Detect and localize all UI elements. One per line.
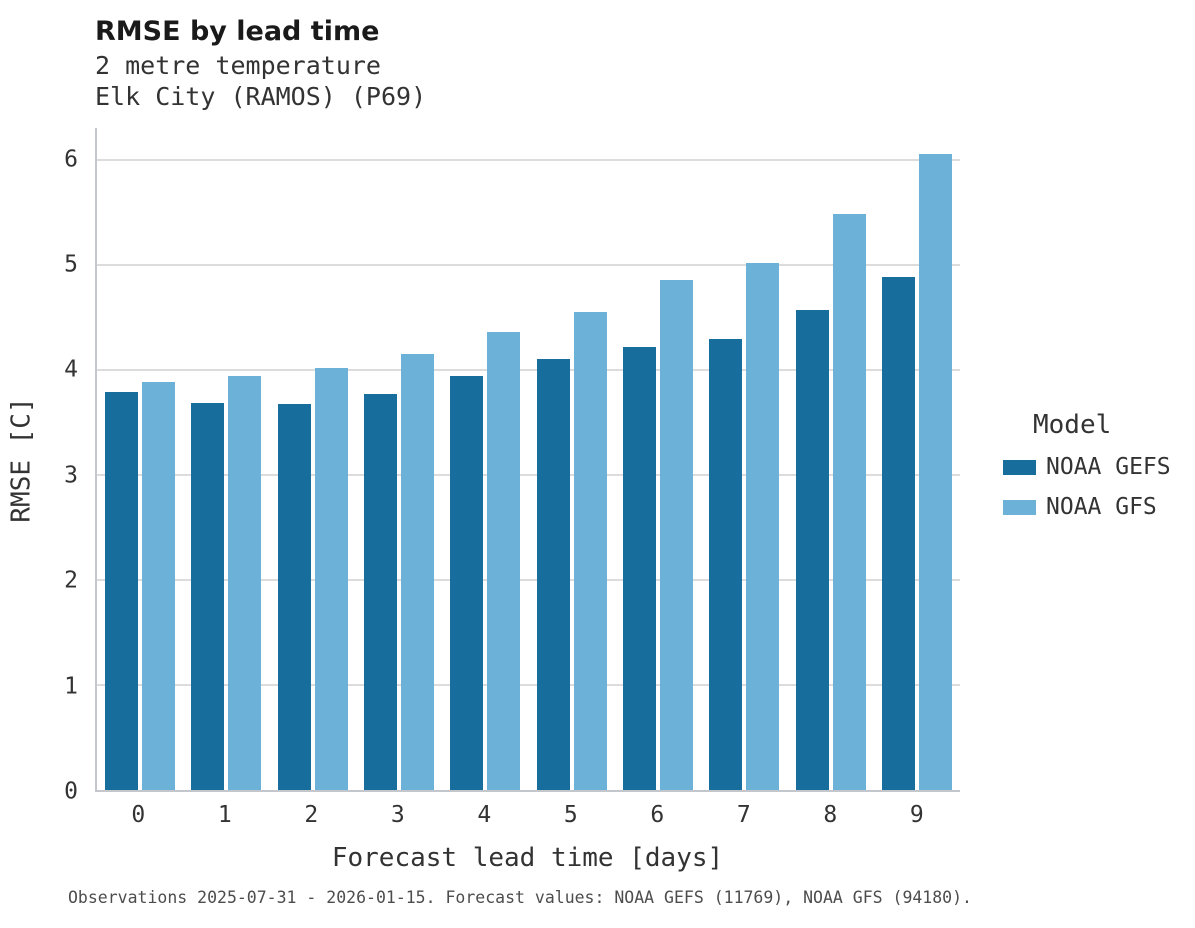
bar-noaa-gefs-lead-9 (881, 277, 915, 790)
legend: Model NOAA GEFS NOAA GFS (1003, 410, 1171, 534)
bar-noaa-gfs-lead-2 (314, 367, 348, 790)
x-tick-label-1: 1 (217, 802, 232, 828)
bar-noaa-gefs-lead-1 (191, 403, 225, 790)
plot-area (95, 128, 960, 792)
chart-subtitle-line1: 2 metre temperature (95, 51, 381, 80)
bar-noaa-gfs-lead-3 (401, 353, 435, 790)
bar-noaa-gefs-lead-0 (105, 391, 139, 790)
legend-swatch (1003, 459, 1036, 475)
bar-group-4 (442, 128, 528, 790)
legend-swatch (1003, 499, 1036, 515)
bar-groups (97, 128, 960, 790)
bar-group-0 (97, 128, 183, 790)
y-tick-label-6: 6 (64, 146, 78, 173)
x-tick-label-0: 0 (131, 802, 146, 828)
bar-noaa-gfs-lead-7 (746, 262, 780, 790)
bar-group-9 (874, 128, 960, 790)
chart-subtitle-line2: Elk City (RAMOS) (P69) (95, 82, 427, 111)
x-tick-label-5: 5 (563, 802, 578, 828)
bar-noaa-gefs-lead-6 (622, 346, 656, 790)
gridline-y-4 (97, 368, 960, 371)
gridline-y-5 (97, 263, 960, 266)
bar-group-3 (356, 128, 442, 790)
bar-noaa-gfs-lead-8 (832, 214, 866, 790)
bar-group-1 (183, 128, 269, 790)
legend-label: NOAA GEFS (1046, 454, 1171, 480)
bar-noaa-gfs-lead-5 (573, 311, 607, 790)
gridline-y-2 (97, 578, 960, 581)
bar-group-5 (528, 128, 614, 790)
bar-noaa-gfs-lead-6 (659, 280, 693, 790)
y-tick-label-2: 2 (64, 567, 78, 594)
bar-noaa-gfs-lead-9 (918, 154, 952, 790)
gridline-y-6 (97, 158, 960, 161)
y-tick-label-0: 0 (64, 778, 78, 805)
legend-entry-noaa-gfs: NOAA GFS (1003, 494, 1171, 520)
caption: Observations 2025-07-31 - 2026-01-15. Fo… (68, 888, 972, 907)
bar-noaa-gefs-lead-3 (364, 393, 398, 790)
bar-noaa-gfs-lead-4 (487, 331, 521, 790)
chart-title: RMSE by lead time (95, 16, 380, 47)
legend-entry-noaa-gefs: NOAA GEFS (1003, 454, 1171, 480)
y-tick-label-1: 1 (64, 673, 78, 700)
y-axis-tick-labels: 0 1 2 3 4 5 6 (0, 128, 82, 803)
bar-noaa-gfs-lead-1 (228, 376, 262, 790)
x-axis-title: Forecast lead time [days] (331, 843, 724, 873)
x-tick-label-3: 3 (390, 802, 405, 828)
legend-title: Model (1033, 410, 1112, 440)
title-block: RMSE by lead time 2 metre temperature El… (95, 14, 426, 112)
x-tick-label-7: 7 (736, 802, 751, 828)
bar-group-8 (787, 128, 873, 790)
bar-noaa-gefs-lead-2 (277, 404, 311, 790)
legend-entries: NOAA GEFS NOAA GFS (1003, 454, 1171, 520)
x-tick-label-9: 9 (909, 802, 924, 828)
bar-noaa-gefs-lead-4 (450, 376, 484, 790)
x-tick-label-4: 4 (477, 802, 492, 828)
x-tick-label-6: 6 (650, 802, 665, 828)
bar-group-7 (701, 128, 787, 790)
bar-noaa-gefs-lead-7 (709, 339, 743, 790)
bar-noaa-gfs-lead-0 (142, 382, 176, 790)
x-axis-tick-labels: 0 1 2 3 4 5 6 7 8 9 (95, 802, 960, 828)
y-tick-label-5: 5 (64, 251, 78, 278)
bar-group-2 (270, 128, 356, 790)
y-tick-label-3: 3 (64, 462, 78, 489)
y-tick-label-4: 4 (64, 356, 78, 383)
bar-group-6 (615, 128, 701, 790)
bar-noaa-gefs-lead-5 (536, 359, 570, 790)
gridline-y-1 (97, 683, 960, 686)
x-tick-label-8: 8 (823, 802, 838, 828)
legend-label: NOAA GFS (1046, 494, 1157, 520)
bar-noaa-gefs-lead-8 (795, 309, 829, 790)
gridline-y-3 (97, 473, 960, 476)
x-tick-label-2: 2 (304, 802, 319, 828)
